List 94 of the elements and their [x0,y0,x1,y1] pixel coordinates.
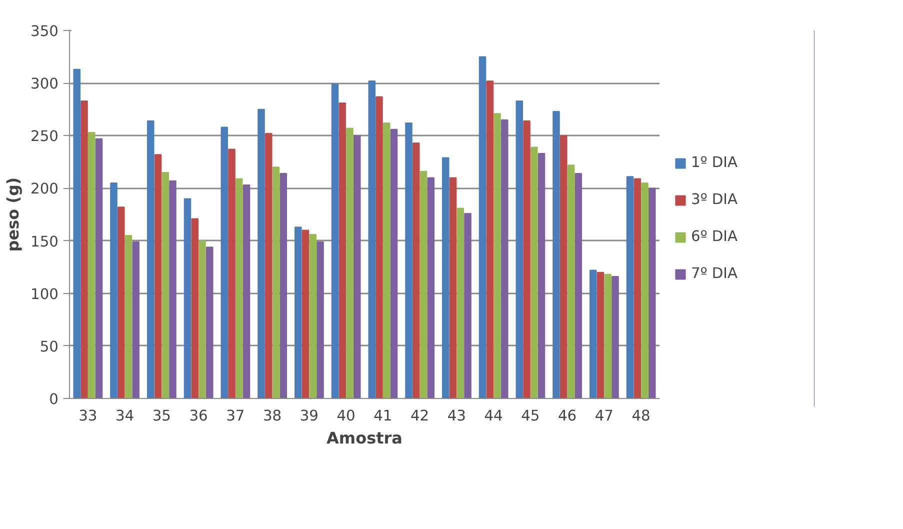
bar [258,108,265,398]
legend-label: 3º DIA [691,191,739,208]
bar [648,188,656,398]
x-tick-label: 47 [594,408,614,424]
bar [478,56,486,398]
bar [272,166,280,398]
bar [390,128,398,398]
bar [353,135,361,398]
bar [294,226,302,398]
bar [626,176,634,398]
y-tick-label: 350 [30,23,59,40]
legend-label: 7º DIA [691,265,739,282]
y-tick-label: 100 [30,286,59,303]
x-tick-label: 46 [558,408,577,424]
bar [235,178,243,398]
bar [73,68,81,398]
bar [567,164,575,398]
y-tick-label: 250 [30,128,59,146]
bar [264,133,272,398]
bar [412,142,420,398]
bar [154,154,162,398]
bar [376,96,383,398]
bar [464,212,472,398]
x-tick-label: 39 [300,408,319,424]
x-tick-label: 37 [226,408,245,424]
bar [427,177,435,398]
bar [206,246,214,398]
bar [456,208,464,398]
bar [280,172,288,398]
y-tick-label: 200 [30,180,59,198]
legend-label: 6º DIA [691,228,739,245]
x-tick-label: 38 [262,408,282,424]
bar [523,120,530,398]
bar [191,218,199,398]
y-tick-label: 50 [40,338,59,356]
bar [494,113,501,398]
y-tick-label: 300 [30,76,59,93]
bar [420,170,428,398]
bar [80,100,88,398]
y-tick-label: 0 [49,391,59,408]
bar [604,274,612,398]
x-tick-label: 45 [521,408,540,424]
bar [95,138,103,398]
x-tick-label: 44 [484,408,503,424]
bar [552,110,560,398]
bar [88,132,96,398]
bar [220,126,228,398]
x-tick-label: 41 [374,408,392,424]
x-axis-title: Amostra [326,428,402,448]
bar [641,182,648,398]
bar [117,206,125,398]
x-tick-label: 43 [447,408,466,424]
bar [316,241,324,398]
bar [162,172,170,398]
bar [368,80,376,398]
bar [228,148,236,398]
bar [516,100,524,398]
y-axis-title: peso (g) [4,177,23,252]
bar [382,122,390,398]
bar [309,234,317,398]
bar [132,241,140,398]
bar [634,178,642,398]
legend-label: 1º DIA [691,154,739,171]
bar [302,230,310,398]
bar [589,270,597,398]
bar [346,128,354,398]
bar [124,235,132,398]
bar [560,135,568,398]
bar [405,122,412,398]
x-tick-label: 36 [189,408,208,424]
bar [574,172,582,398]
bar [184,198,192,398]
x-tick-label: 42 [410,408,430,424]
x-tick-label: 40 [336,408,356,424]
bar [331,84,339,398]
x-tick-label: 33 [78,408,98,424]
bar [442,157,450,398]
x-tick-label: 34 [115,408,134,424]
bar [242,184,250,398]
x-tick-label: 35 [152,408,172,424]
bar [530,146,538,398]
bar [538,153,546,398]
x-tick-label: 48 [632,408,650,424]
bar [338,102,346,398]
bar [449,177,457,398]
bar [169,180,176,398]
y-tick-label: 150 [30,233,59,250]
bar [612,276,619,398]
bar [146,120,154,398]
bar [198,240,206,398]
bar [486,80,494,398]
bar [110,182,118,398]
bar [596,272,604,398]
bar [500,119,508,398]
